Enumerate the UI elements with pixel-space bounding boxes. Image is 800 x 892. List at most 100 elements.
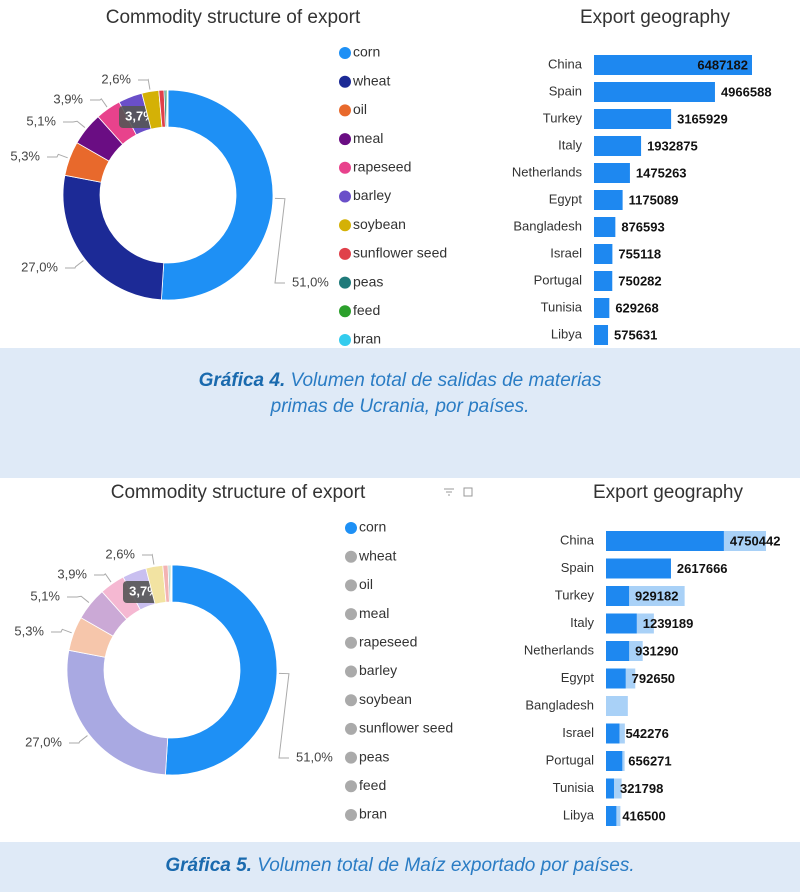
value-label: 1175089: [629, 192, 679, 207]
value-label: 750282: [618, 273, 661, 288]
y-tick-label: Spain: [549, 83, 582, 98]
pie-label: 5,1%: [30, 588, 60, 603]
legend-marker: [339, 75, 351, 88]
y-tick-label: Libya: [563, 807, 595, 822]
y-tick-label: Portugal: [546, 752, 595, 767]
pie-label: 51,0%: [296, 749, 333, 764]
pie-label: 2,6%: [101, 71, 131, 86]
value-label: 1932875: [647, 138, 698, 153]
bar: [594, 217, 616, 237]
bar: [606, 723, 620, 744]
pie-slice: [170, 564, 173, 603]
leader-line: [67, 595, 90, 603]
bar: [606, 751, 623, 771]
y-tick-label: China: [560, 532, 595, 547]
legend-label: corn: [353, 44, 380, 60]
bar: [594, 325, 609, 345]
value-label: 931290: [635, 643, 678, 658]
pie-label: 5,3%: [10, 148, 40, 163]
caption-label: Gráfica 5.: [165, 855, 252, 876]
value-label: 4966588: [721, 84, 772, 99]
chart-title: Commodity structure of export: [111, 482, 366, 503]
legend-marker: [345, 780, 357, 793]
leader-line: [90, 98, 108, 108]
legend-marker: [345, 809, 357, 821]
legend-marker: [345, 579, 357, 592]
bar: [606, 613, 637, 634]
y-tick-label: Portugal: [534, 272, 583, 287]
leader-line: [69, 735, 88, 744]
value-label: 876593: [621, 219, 664, 234]
pie-label: 51,0%: [292, 274, 329, 289]
leader-line: [51, 628, 72, 634]
y-tick-label: Bangladesh: [513, 218, 582, 233]
legend-label: peas: [359, 748, 389, 764]
leader-line: [278, 672, 290, 759]
legend-label: oil: [353, 101, 367, 117]
y-tick-label: Egypt: [549, 191, 583, 206]
legend-label: oil: [359, 576, 373, 592]
caption-label: Gráfica 4.: [199, 370, 286, 391]
legend-marker: [339, 161, 351, 174]
y-tick-label: Israel: [562, 725, 594, 740]
legend-label: bran: [353, 331, 381, 347]
chart-title: Commodity structure of export: [106, 7, 361, 28]
legend-label: bran: [359, 806, 387, 822]
legend-label: soybean: [359, 691, 412, 707]
value-label: 3165929: [677, 111, 728, 126]
bar: [606, 558, 671, 579]
caption: Gráfica 5. Volumen total de Maíz exporta…: [165, 855, 634, 876]
legend-label: barley: [359, 662, 397, 678]
y-tick-label: Egypt: [561, 670, 595, 685]
caption-text: Volumen total de Maíz exportado por país…: [257, 855, 634, 876]
pie-label: 27,0%: [25, 734, 62, 749]
y-tick-label: Spain: [561, 560, 594, 575]
legend-marker: [339, 133, 351, 146]
bar: [606, 641, 630, 661]
leader-line: [94, 573, 112, 583]
legend-marker: [345, 722, 357, 735]
legend-marker: [345, 751, 357, 764]
bar: [594, 163, 630, 183]
pie-slice: [160, 89, 274, 301]
bar: [594, 244, 613, 264]
pie-label: 5,1%: [26, 113, 56, 128]
y-tick-label: Libya: [551, 326, 583, 341]
legend-label: meal: [353, 130, 383, 146]
legend-label: wheat: [352, 72, 390, 88]
y-tick-label: Tunisia: [541, 299, 583, 314]
value-label: 416500: [622, 808, 665, 823]
filter-icon[interactable]: [444, 488, 454, 496]
value-label: 629268: [615, 300, 658, 315]
bar: [606, 586, 630, 606]
leader-line: [47, 153, 68, 159]
chart-title: Export geography: [580, 7, 730, 28]
panel-icons: [444, 487, 473, 497]
caption-text: primas de Ucrania, por países.: [270, 396, 530, 417]
leader-line: [142, 553, 155, 565]
pie-slice: [166, 89, 169, 128]
legend-marker: [339, 276, 351, 289]
value-label: 6487182: [697, 57, 748, 72]
value-label: 656271: [628, 753, 671, 768]
bar: [594, 55, 752, 75]
legend-label: corn: [359, 519, 386, 535]
value-label: 929182: [635, 588, 678, 603]
chart-title: Export geography: [593, 482, 743, 503]
pie-label: 2,6%: [105, 546, 135, 561]
bar: [594, 271, 613, 291]
legend-marker: [339, 104, 351, 117]
leader-line: [138, 78, 151, 90]
expand-icon[interactable]: [463, 487, 473, 497]
y-tick-label: Israel: [550, 245, 582, 260]
legend-label: rapeseed: [353, 159, 411, 175]
bar: [594, 136, 642, 156]
value-label: 575631: [614, 327, 657, 342]
legend-marker: [339, 190, 351, 203]
value-label: 792650: [632, 671, 675, 686]
legend-marker: [339, 334, 351, 346]
pie-label: 5,3%: [14, 623, 44, 638]
bar: [594, 190, 623, 210]
legend-label: barley: [353, 187, 391, 203]
